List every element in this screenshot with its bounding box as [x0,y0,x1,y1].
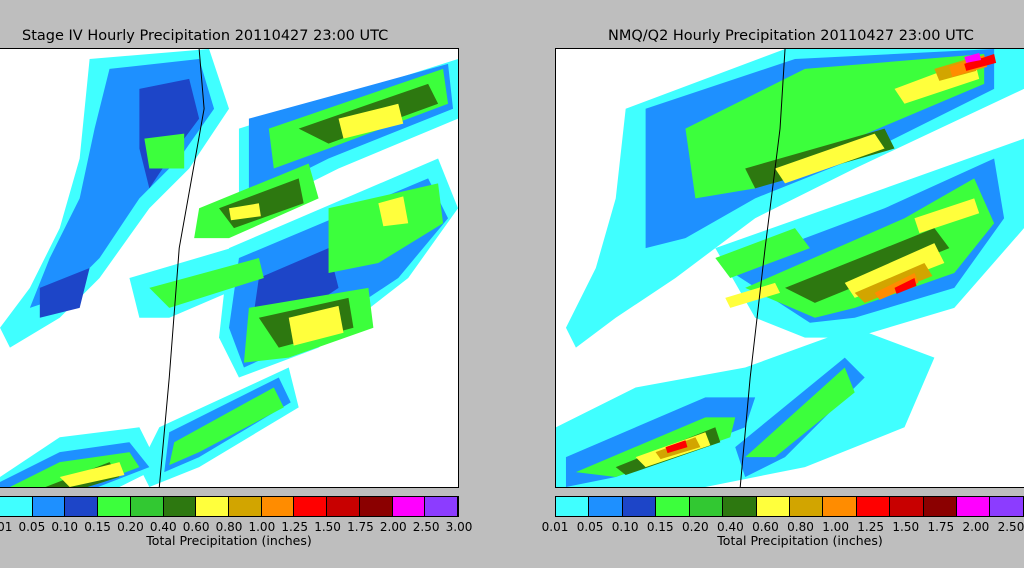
colorbar-swatch-right-11 [923,497,958,516]
colorbar-swatch-left-7 [229,497,262,516]
nmq-q2-precip-map [555,48,1024,488]
colorbar-tick-left: 1.25 [281,520,309,534]
colorbar-tick-left: 3.00 [445,520,473,534]
colorbar-swatch-left-5 [163,497,197,516]
colorbar-swatch-right-5 [723,497,757,516]
colorbar-swatch-left-9 [294,497,328,516]
colorbar-right [555,496,1024,517]
colorbar-swatch-right-2 [622,497,657,516]
colorbar-tick-right: 2.50 [997,520,1024,534]
colorbar-swatch-left-13 [425,497,459,516]
colorbar-swatch-right-13 [990,497,1024,516]
colorbar-swatch-right-1 [589,497,623,516]
colorbar-tick-right: 0.60 [752,520,779,534]
colorbar-tick-right: 1.50 [892,520,920,534]
colorbar-tick-left: 1.00 [248,520,276,534]
colorbar-tick-right: 2.00 [962,520,990,534]
colorbar-swatch-right-7 [789,497,824,516]
colorbar-tick-right: 0.15 [646,520,674,534]
colorbar-swatch-left-8 [261,497,295,516]
colorbar-swatch-left-0 [0,497,33,516]
panel-title-nmq-q2: NMQ/Q2 Hourly Precipitation 20110427 23:… [608,28,974,44]
colorbar-label-right: Total Precipitation (inches) [717,533,883,548]
colorbar-swatch-left-12 [392,497,426,516]
colorbar-tick-right: 0.01 [541,520,569,534]
colorbar-tick-right: 0.40 [717,520,744,534]
colorbar-tick-right: 0.05 [576,520,604,534]
colorbar-swatch-right-0 [556,497,590,516]
colorbar-swatch-left-2 [65,497,99,516]
colorbar-swatch-left-4 [130,497,164,516]
colorbar-swatch-right-3 [656,497,690,516]
colorbar-tick-left: 0.10 [51,520,79,534]
colorbar-tick-left: 0.15 [84,520,111,534]
colorbar-left [0,496,459,517]
colorbar-swatch-left-11 [359,497,393,516]
colorbar-tick-left: 1.75 [347,520,374,534]
colorbar-tick-right: 1.25 [857,520,885,534]
colorbar-swatch-right-10 [890,497,924,516]
colorbar-tick-left: 1.50 [314,520,341,534]
colorbar-swatch-left-3 [98,497,131,516]
panel-title-stage-iv: Stage IV Hourly Precipitation 20110427 2… [22,28,389,44]
stage-iv-precip-map [0,48,459,488]
colorbar-tick-left: 0.80 [215,520,243,534]
colorbar-label-left: Total Precipitation (inches) [146,533,312,548]
colorbar-tick-right: 0.10 [611,520,639,534]
colorbar-swatch-right-12 [957,497,991,516]
colorbar-tick-right: 1.75 [927,520,955,534]
colorbar-tick-right: 0.80 [787,520,814,534]
colorbar-swatch-right-6 [756,497,790,516]
colorbar-swatch-left-10 [327,497,360,516]
colorbar-swatch-right-9 [856,497,891,516]
colorbar-swatch-right-8 [823,497,857,516]
colorbar-tick-left: 2.00 [379,520,407,534]
colorbar-tick-right: 1.00 [822,520,849,534]
colorbar-tick-left: 0.20 [117,520,144,534]
colorbar-tick-left: 0.05 [18,520,46,534]
colorbar-tick-right: 0.20 [681,520,709,534]
colorbar-tick-left: 0.01 [0,520,13,534]
colorbar-swatch-left-6 [196,497,230,516]
colorbar-tick-left: 2.50 [412,520,440,534]
colorbar-swatch-left-1 [32,497,66,516]
colorbar-tick-left: 0.40 [149,520,177,534]
colorbar-tick-left: 0.60 [182,520,210,534]
colorbar-swatch-right-4 [689,497,724,516]
